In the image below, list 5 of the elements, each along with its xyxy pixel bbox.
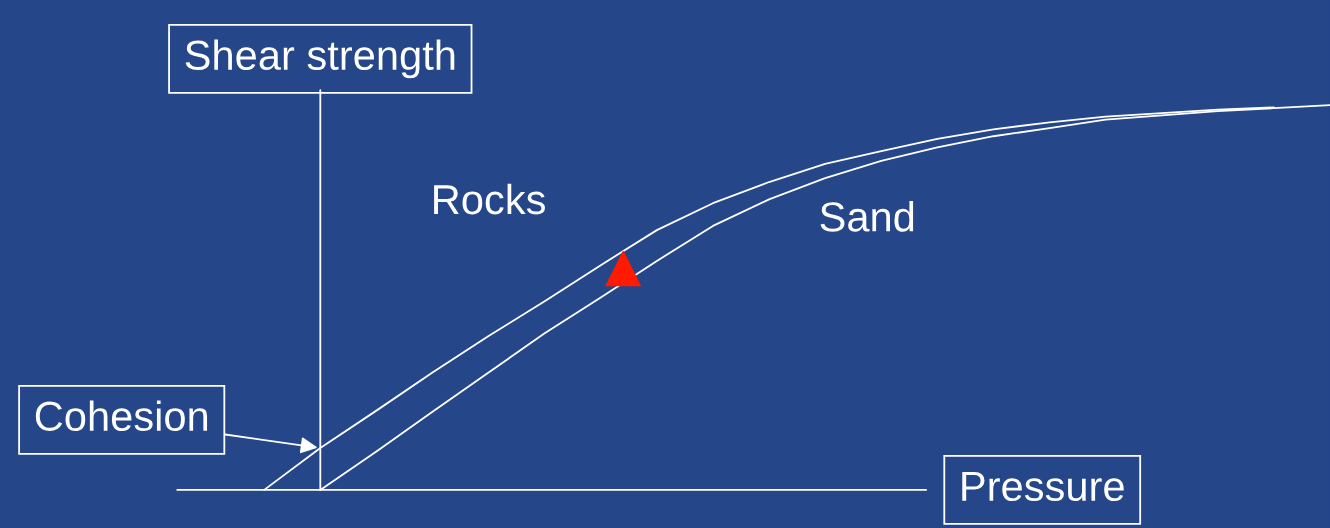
- x-axis-title: Pressure: [962, 472, 1124, 502]
- series-label: Sand: [820, 201, 914, 232]
- y-axis-title: Shear strength: [185, 39, 455, 79]
- text: Cohesion: [35, 400, 208, 432]
- series-label: Rocks: [434, 183, 545, 215]
